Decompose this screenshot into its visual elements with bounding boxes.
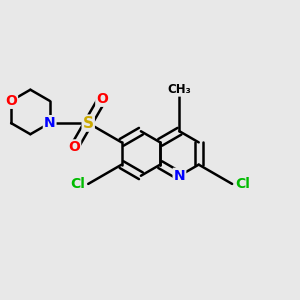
Text: S: S: [83, 116, 94, 130]
Text: N: N: [174, 169, 185, 183]
Text: O: O: [96, 92, 108, 106]
Text: CH₃: CH₃: [168, 83, 191, 96]
Text: N: N: [44, 116, 56, 130]
Text: Cl: Cl: [70, 177, 85, 191]
Text: O: O: [68, 140, 80, 154]
Text: Cl: Cl: [235, 177, 250, 191]
Text: O: O: [5, 94, 17, 108]
